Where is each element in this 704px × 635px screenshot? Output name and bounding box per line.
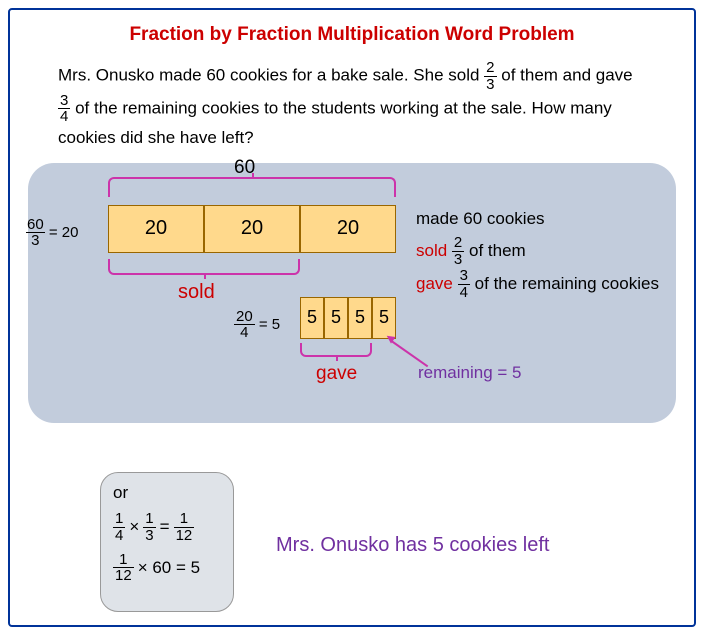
note-sold-rest: of them <box>469 241 526 260</box>
sold-brace <box>108 259 300 275</box>
fraction-3-4: 3 4 <box>58 93 70 126</box>
problem-part-2: of them and gave <box>501 66 632 85</box>
fraction-20-4: 20 4 <box>234 309 255 342</box>
frac-1-4: 14 <box>113 511 125 544</box>
div-eq-result: = 5 <box>255 316 280 333</box>
quarter-box: 5 <box>300 297 324 339</box>
quarter-box: 5 <box>372 297 396 339</box>
gave-label: gave <box>316 363 357 385</box>
or-label: or <box>113 483 221 503</box>
top-brace <box>108 177 396 197</box>
fraction-3-4-note: 3 4 <box>458 268 470 301</box>
main-frame: Fraction by Fraction Multiplication Word… <box>8 8 696 627</box>
note-made: made 60 cookies <box>416 203 659 235</box>
or-panel: or 14 × 13 = 112 112 × 60 = 5 <box>100 472 234 612</box>
equation-2: 112 × 60 = 5 <box>113 552 221 585</box>
division-equation: 20 4 = 5 <box>234 309 280 342</box>
tape-diagram-panel: 60 60 3 = 20 20 20 20 sold 20 4 = 5 5 5 … <box>28 163 676 423</box>
quarter-box: 5 <box>324 297 348 339</box>
equation-1: 14 × 13 = 112 <box>113 511 221 544</box>
quarters-bar: 5 5 5 5 <box>300 297 396 339</box>
note-gave: gave 3 4 of the remaining cookies <box>416 268 659 301</box>
fraction-60-3: 60 3 <box>26 217 45 250</box>
remaining-label: remaining = 5 <box>418 363 521 383</box>
frac-1-12: 112 <box>174 511 195 544</box>
frac-1-3: 13 <box>143 511 155 544</box>
side-eq-result: = 20 <box>45 224 79 241</box>
problem-part-1: Mrs. Onusko made 60 cookies for a bake s… <box>58 66 484 85</box>
gave-brace <box>300 343 372 357</box>
problem-part-3: of the remaining cookies to the students… <box>58 98 612 147</box>
problem-text: Mrs. Onusko made 60 cookies for a bake s… <box>10 46 694 157</box>
note-sold: sold 2 3 of them <box>416 235 659 268</box>
thirds-bar: 20 20 20 <box>108 205 396 253</box>
times-sign: × <box>129 517 139 537</box>
sold-label: sold <box>178 281 215 304</box>
frac-1-12-b: 112 <box>113 552 134 585</box>
times-60-eq-5: × 60 = 5 <box>138 558 200 578</box>
note-gave-rest: of the remaining cookies <box>475 274 659 293</box>
right-notes: made 60 cookies sold 2 3 of them gave 3 … <box>416 203 659 301</box>
equals-sign: = <box>160 517 170 537</box>
page-title: Fraction by Fraction Multiplication Word… <box>10 24 694 46</box>
fraction-2-3-note: 2 3 <box>452 235 464 268</box>
third-box: 20 <box>204 205 300 253</box>
note-gave-word: gave <box>416 274 458 293</box>
fraction-2-3: 2 3 <box>484 60 496 93</box>
third-box: 20 <box>108 205 204 253</box>
side-equation: 60 3 = 20 <box>26 217 78 250</box>
answer-text: Mrs. Onusko has 5 cookies left <box>276 534 549 557</box>
third-box: 20 <box>300 205 396 253</box>
note-sold-word: sold <box>416 241 452 260</box>
quarter-box: 5 <box>348 297 372 339</box>
